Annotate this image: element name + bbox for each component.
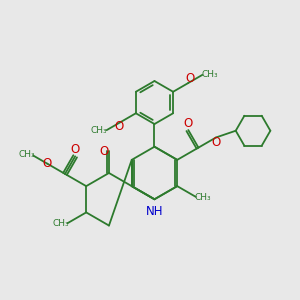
- Text: CH₃: CH₃: [18, 150, 35, 159]
- Text: O: O: [43, 157, 52, 170]
- Text: O: O: [184, 117, 193, 130]
- Text: O: O: [185, 72, 194, 85]
- Text: CH₃: CH₃: [52, 219, 69, 228]
- Text: O: O: [212, 136, 221, 149]
- Text: CH₃: CH₃: [202, 70, 218, 79]
- Text: O: O: [70, 143, 80, 156]
- Text: CH₃: CH₃: [195, 193, 212, 202]
- Text: CH₃: CH₃: [91, 126, 107, 135]
- Text: O: O: [100, 145, 109, 158]
- Text: NH: NH: [146, 205, 163, 218]
- Text: O: O: [115, 120, 124, 133]
